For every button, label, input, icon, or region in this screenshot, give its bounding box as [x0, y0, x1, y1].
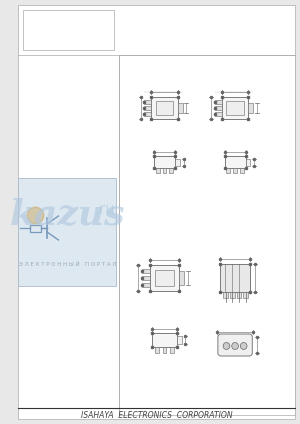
Bar: [144, 112, 151, 116]
Bar: [163, 347, 166, 353]
Bar: [170, 347, 174, 353]
Bar: [179, 271, 184, 285]
Bar: [144, 106, 151, 110]
Bar: [246, 159, 250, 165]
Bar: [215, 100, 222, 104]
Circle shape: [223, 343, 230, 349]
Bar: [223, 292, 228, 298]
Bar: [156, 168, 160, 173]
Bar: [23, 10, 114, 50]
Bar: [155, 347, 159, 353]
Text: kazus: kazus: [10, 198, 126, 232]
Bar: [248, 103, 253, 113]
Bar: [152, 333, 177, 347]
Bar: [150, 265, 179, 291]
Bar: [142, 269, 150, 273]
Bar: [240, 168, 244, 173]
Bar: [233, 168, 237, 173]
Bar: [226, 101, 244, 115]
Bar: [118, 55, 295, 415]
Bar: [142, 276, 150, 280]
Bar: [215, 112, 222, 116]
Bar: [222, 97, 248, 119]
Bar: [226, 168, 230, 173]
Bar: [142, 283, 150, 287]
Bar: [178, 103, 183, 113]
Circle shape: [240, 343, 247, 349]
Text: Э Л Е К Т Р О Н Н Ы Й   П О Р Т А Л: Э Л Е К Т Р О Н Н Ы Й П О Р Т А Л: [19, 262, 117, 268]
Text: ISAHAYA  ELECTRONICS  CORPORATION: ISAHAYA ELECTRONICS CORPORATION: [81, 412, 232, 421]
Bar: [215, 106, 222, 110]
Bar: [243, 292, 248, 298]
Bar: [236, 292, 241, 298]
Bar: [151, 97, 178, 119]
Bar: [155, 270, 174, 286]
Bar: [175, 159, 180, 165]
Bar: [18, 178, 116, 286]
Bar: [230, 292, 235, 298]
Bar: [163, 168, 166, 173]
Bar: [144, 100, 151, 104]
Text: .ru: .ru: [95, 203, 116, 218]
Circle shape: [232, 343, 238, 349]
Bar: [154, 156, 175, 168]
Bar: [177, 336, 182, 344]
Bar: [156, 101, 173, 115]
Bar: [30, 224, 41, 232]
FancyBboxPatch shape: [218, 334, 252, 356]
Bar: [169, 168, 173, 173]
Bar: [220, 264, 250, 292]
Bar: [225, 156, 246, 168]
